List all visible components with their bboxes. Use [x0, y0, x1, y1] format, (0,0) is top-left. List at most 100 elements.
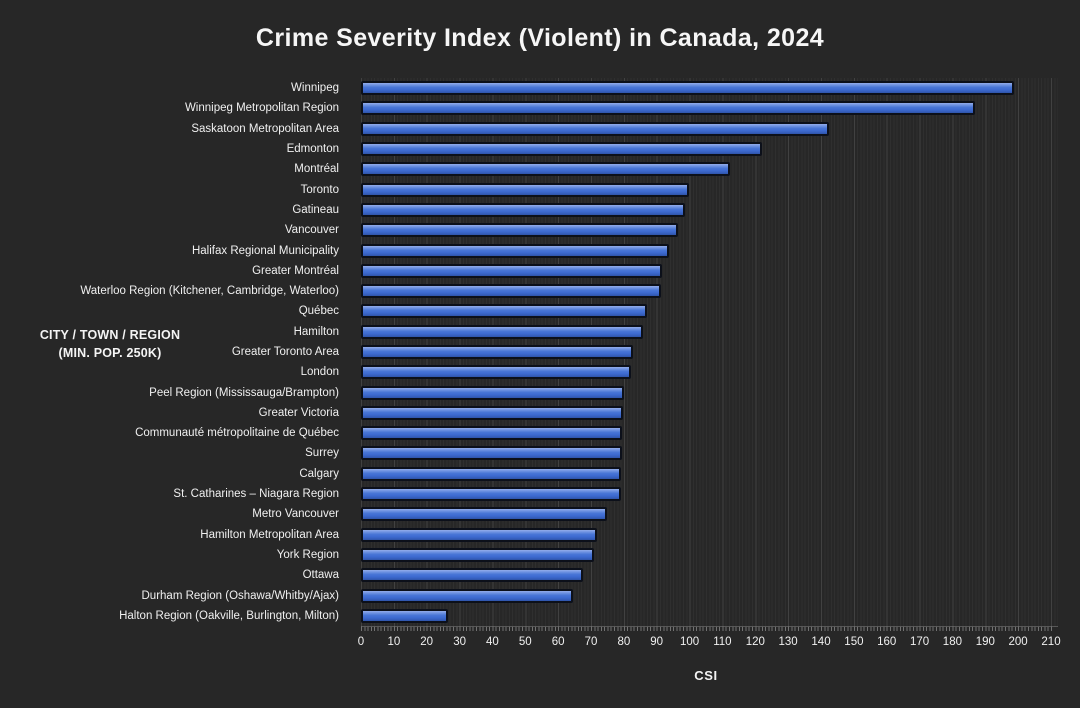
y-axis-label: CITY / TOWN / REGION (MIN. POP. 250K) [14, 326, 206, 362]
x-tick-label: 130 [778, 636, 798, 648]
bar-row [361, 585, 1058, 605]
category-label: Metro Vancouver [252, 508, 339, 521]
bar [361, 142, 762, 157]
bar [361, 588, 574, 603]
x-tick-label: 160 [877, 636, 897, 648]
bar-row [361, 281, 1058, 301]
category-label: Ottawa [302, 569, 339, 582]
bar [361, 466, 622, 481]
bar [361, 487, 621, 502]
x-tick-label: 150 [844, 636, 864, 648]
x-tick-label: 10 [387, 636, 401, 648]
bar-row [361, 322, 1058, 342]
category-label: Hamilton [293, 325, 339, 338]
bar [361, 345, 633, 359]
plot-area [361, 78, 1058, 627]
bar [361, 101, 976, 116]
bar [361, 527, 598, 542]
bar-row [361, 261, 1058, 281]
x-tick-label: 60 [551, 636, 565, 648]
x-tick-label: 0 [357, 636, 365, 648]
x-tick-label: 40 [485, 636, 499, 648]
bar-row [361, 119, 1058, 139]
category-label: Halton Region (Oakville, Burlington, Mil… [119, 609, 339, 622]
bar-row [361, 240, 1058, 260]
category-label: Durham Region (Oshawa/Whitby/Ajax) [141, 589, 340, 602]
bar-row [361, 220, 1058, 240]
bar [361, 162, 730, 177]
x-tick-label: 210 [1041, 636, 1061, 648]
y-axis-label-line1: CITY / TOWN / REGION [39, 328, 181, 342]
category-label: Winnipeg Metropolitan Region [184, 102, 339, 115]
bar-row [361, 362, 1058, 382]
x-axis-tick-labels: 0 10 20 30 40 50 60 70 80 90 100 110 120 130 140 150 160… [357, 636, 1061, 652]
bar [361, 608, 449, 623]
bar [361, 507, 608, 522]
bar [361, 568, 583, 583]
category-label: London [300, 366, 339, 379]
bar-row [361, 179, 1058, 199]
bar-row [361, 301, 1058, 321]
bar [361, 243, 669, 258]
category-label: St. Catharines – Niagara Region [173, 488, 339, 501]
bar [361, 223, 678, 238]
y-axis-label-line2: (MIN. POP. 250K) [58, 346, 162, 360]
bar-row [361, 139, 1058, 159]
x-tick-label: 80 [617, 636, 631, 648]
bar [361, 182, 689, 197]
bars-container [361, 78, 1058, 626]
category-label: Greater Victoria [258, 406, 339, 419]
bar-row [361, 159, 1058, 179]
bar-row [361, 464, 1058, 484]
x-axis-tick-marks [361, 627, 1052, 631]
category-label: Communauté métropolitaine de Québec [135, 427, 339, 440]
category-label: York Region [276, 548, 339, 561]
bar [361, 446, 622, 461]
bar [361, 202, 685, 217]
category-label: Greater Toronto Area [231, 346, 339, 358]
category-label: Québec [298, 305, 339, 318]
x-tick-label: 120 [745, 636, 765, 648]
bar-row [361, 504, 1058, 524]
x-tick-label: 30 [453, 636, 466, 648]
x-tick-label: 190 [975, 636, 995, 648]
bar [361, 263, 662, 278]
bar-row [361, 200, 1058, 220]
bar-row [361, 545, 1058, 565]
category-label: Gatineau [292, 203, 339, 216]
x-tick-label: 140 [811, 636, 831, 648]
bar-row [361, 98, 1058, 118]
chart-title: Crime Severity Index (Violent) in Canada… [255, 24, 825, 52]
bar [361, 324, 643, 339]
bar [361, 547, 595, 562]
bar [361, 121, 830, 136]
bar [361, 426, 623, 441]
category-label: Waterloo Region (Kitchener, Cambridge, W… [80, 285, 339, 298]
x-tick-label: 170 [910, 636, 930, 648]
category-label: Hamilton Metropolitan Area [200, 528, 339, 541]
bar-row [361, 606, 1058, 626]
category-label: Winnipeg [291, 82, 339, 95]
category-label: Montréal [294, 163, 339, 176]
bar-row [361, 382, 1058, 402]
bar-row [361, 342, 1058, 362]
category-label: Surrey [305, 447, 339, 460]
bar-row [361, 484, 1058, 504]
bar [361, 81, 1015, 96]
bar-row [361, 423, 1058, 443]
bar-row [361, 403, 1058, 423]
bar-row [361, 565, 1058, 585]
bar-row [361, 443, 1058, 463]
bar [361, 385, 625, 400]
x-tick-label: 180 [942, 636, 962, 648]
x-tick-label: 20 [420, 636, 434, 648]
x-tick-label: 90 [650, 636, 664, 648]
x-tick-label: 70 [584, 636, 598, 648]
bar [361, 365, 632, 380]
bar [361, 304, 648, 319]
x-tick-label: 200 [1008, 636, 1028, 648]
category-label: Toronto [300, 183, 339, 196]
bar-row [361, 525, 1058, 545]
category-label: Edmonton [286, 143, 339, 156]
